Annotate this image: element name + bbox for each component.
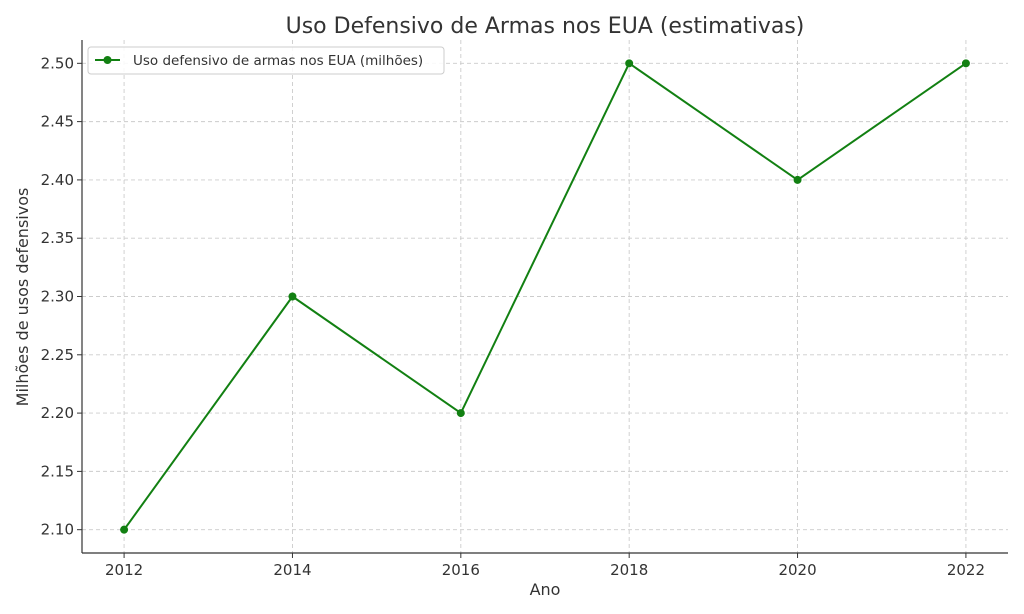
data-point [120, 525, 129, 534]
data-point [456, 409, 465, 418]
series-group [120, 59, 970, 534]
legend-marker-swatch [103, 56, 112, 64]
x-tick-label: 2014 [273, 561, 311, 579]
legend-box [87, 46, 445, 75]
x-tick-label: 2022 [947, 561, 985, 579]
x-axis-label: Ano [530, 580, 561, 599]
x-tick-label: 2016 [442, 561, 480, 579]
y-axis-label: Milhões de usos defensivos [13, 188, 32, 407]
y-tick-label: 2.25 [41, 346, 74, 364]
y-tick-label: 2.35 [41, 229, 74, 247]
data-point [625, 59, 634, 68]
data-point [288, 292, 297, 301]
axis-ticks: 2.10 2.15 2.20 2.25 2.30 2.35 2.40 2.45 2.50 2012… [41, 54, 985, 579]
y-tick-label: 2.20 [41, 404, 74, 422]
y-tick-label: 2.50 [41, 54, 74, 72]
legend-entry-label: Uso defensivo de armas nos EUA (milhões) [133, 53, 423, 69]
y-tick-label: 2.45 [41, 113, 74, 131]
y-tick-label: 2.10 [41, 521, 74, 539]
grid-lines [82, 40, 1008, 553]
data-point [961, 59, 970, 68]
y-tick-label: 2.30 [41, 288, 74, 306]
x-tick-label: 2020 [778, 561, 816, 579]
series-line [123, 62, 967, 531]
x-tick-label: 2012 [105, 561, 143, 579]
y-tick-label: 2.15 [41, 462, 74, 480]
chart-title: Uso Defensivo de Armas nos EUA (estimati… [286, 14, 805, 39]
y-tick-label: 2.40 [41, 171, 74, 189]
x-tick-label: 2018 [610, 561, 648, 579]
legend: Uso defensivo de armas nos EUA (milhões) [87, 46, 445, 75]
data-point [793, 175, 802, 184]
